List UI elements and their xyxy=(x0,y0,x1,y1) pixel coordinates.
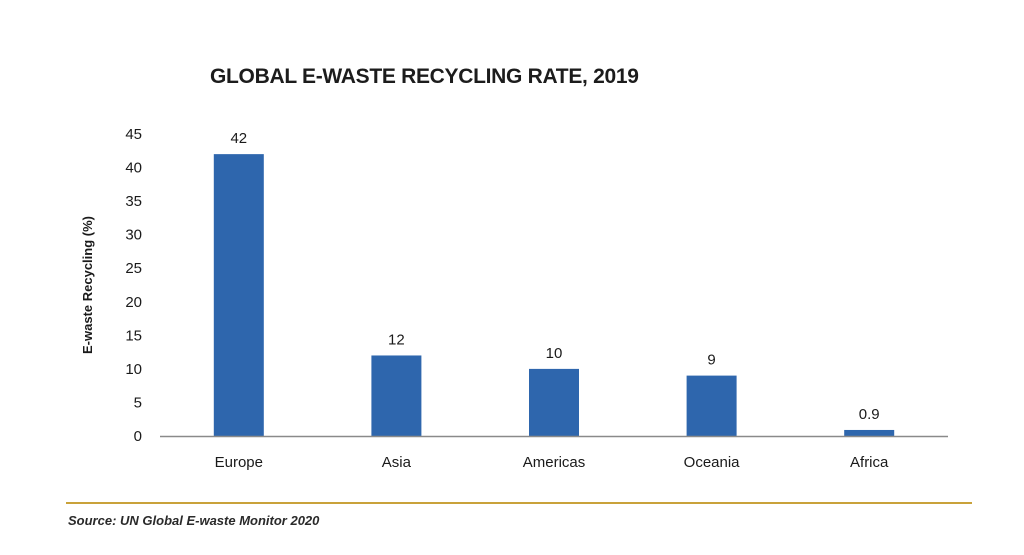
y-tick-label: 5 xyxy=(134,394,142,411)
bar-africa xyxy=(844,429,895,436)
y-tick-label: 20 xyxy=(125,294,142,311)
x-category-label: Oceania xyxy=(684,454,741,471)
data-label-oceania: 9 xyxy=(707,352,715,369)
source-note: Source: UN Global E-waste Monitor 2020 xyxy=(68,513,320,528)
bar-europe xyxy=(213,154,264,436)
y-tick-label: 0 xyxy=(134,428,142,445)
data-label-asia: 12 xyxy=(388,331,405,348)
y-tick-label: 35 xyxy=(125,193,142,210)
y-tick-label: 30 xyxy=(125,227,142,244)
bar-oceania xyxy=(686,375,737,436)
y-tick-label: 45 xyxy=(125,126,142,143)
data-label-americas: 10 xyxy=(546,345,563,362)
data-label-africa: 0.9 xyxy=(859,406,880,423)
bar-americas xyxy=(529,368,579,436)
y-tick-label: 10 xyxy=(125,361,142,378)
y-tick-label: 40 xyxy=(125,160,142,177)
chart-panel xyxy=(48,16,976,544)
bar-chart: E-waste Recycling (%) 0 5 10 15 20 25 30 35 40 45 4… xyxy=(80,126,948,471)
x-category-label: Africa xyxy=(850,454,889,471)
x-category-label: Europe xyxy=(215,454,263,471)
source-divider xyxy=(66,502,972,504)
chart-title: GLOBAL E-WASTE RECYCLING RATE, 2019 xyxy=(210,65,639,88)
bar-asia xyxy=(371,355,422,436)
y-tick-label: 15 xyxy=(125,327,142,344)
x-category-label: Asia xyxy=(382,454,412,471)
x-category-label: Americas xyxy=(523,454,586,471)
data-label-europe: 42 xyxy=(230,130,247,147)
y-axis-title: E-waste Recycling (%) xyxy=(80,216,95,354)
y-tick-label: 25 xyxy=(125,260,142,277)
